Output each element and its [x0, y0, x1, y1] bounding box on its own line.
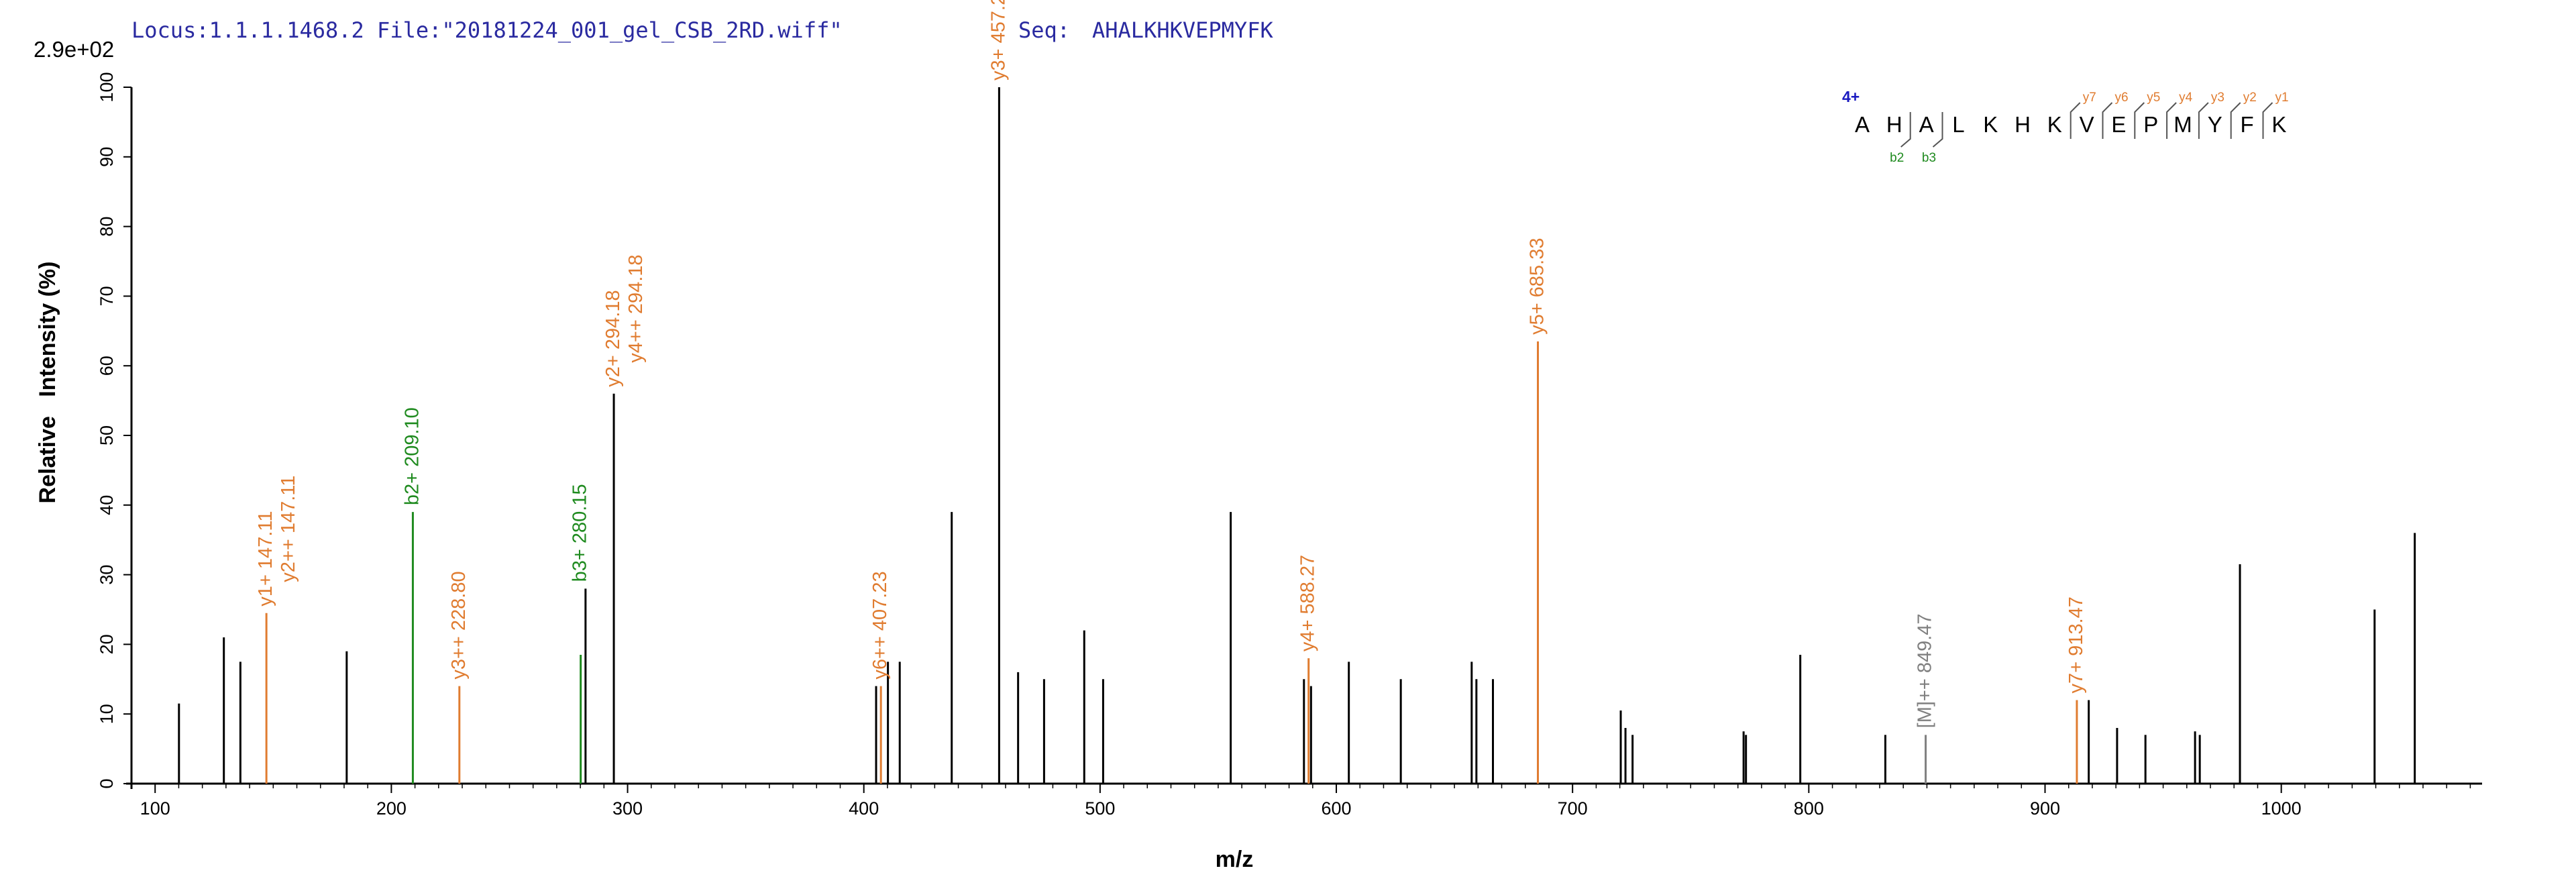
y-ion-marker: y6 [2115, 91, 2129, 105]
x-tick-label: 600 [1321, 798, 1351, 819]
peak-annotation: [M]++ 849.47 [1915, 613, 1936, 728]
y-tick-label: 0 [97, 778, 117, 788]
y-tick-label: 10 [97, 704, 117, 724]
y-tick-label: 90 [97, 147, 117, 167]
y-tick-label: 50 [97, 425, 117, 445]
sequence-residue: F [2241, 112, 2254, 137]
y-ion-marker: y2 [2243, 91, 2257, 105]
peak-series [178, 87, 2416, 784]
sequence-residue: M [2174, 112, 2192, 137]
sequence-residue: H [2015, 112, 2031, 137]
y-ion-bracket [2102, 102, 2113, 139]
peak-annotations: y1+ 147.11 y2++ 147.11 b2+ 209.10 y3++ 228.… [255, 0, 2087, 728]
peak-annotation: b2+ 209.10 [401, 407, 423, 505]
x-axis-title: m/z [1216, 847, 1254, 872]
y-ion-bracket [2134, 102, 2145, 139]
y-tick-label: 60 [97, 356, 117, 376]
b-ion-bracket [1900, 112, 1911, 148]
axes: 0 10 20 30 40 50 60 70 80 90 100 100 200 300 400 500 600… [97, 72, 2482, 819]
peak-annotation: y1+ 147.11 [255, 511, 276, 607]
y-ion-marker: y5 [2147, 91, 2160, 105]
x-tick-label: 200 [376, 798, 407, 819]
y-axis-title: Relative Intensity (%) [35, 262, 60, 504]
y-ion-bracket [2166, 102, 2177, 139]
sequence-residue: V [2080, 112, 2094, 137]
y-tick-label: 40 [97, 495, 117, 515]
x-tick-label: 500 [1085, 798, 1115, 819]
seq-label: Seq: [1018, 17, 1070, 43]
sequence-residue: A [1855, 112, 1870, 137]
y-ion-bracket [2198, 102, 2209, 139]
peak-annotation: b3+ 280.15 [570, 484, 591, 582]
x-tick-label: 400 [849, 798, 879, 819]
y-ion-marker: y4 [2179, 91, 2193, 105]
sequence-residue: K [1983, 112, 1998, 137]
sequence-residue: K [2271, 112, 2286, 137]
sequence-residue: Y [2208, 112, 2222, 137]
x-tick-label: 700 [1558, 798, 1588, 819]
sequence-residue: A [1919, 112, 1934, 137]
sequence-residue: P [2143, 112, 2158, 137]
y-ion-bracket [2230, 102, 2241, 139]
peak-annotation: y7+ 913.47 [2065, 596, 2087, 693]
peak-annotation: y6++ 407.23 [869, 571, 891, 679]
peak-annotation: y2+ 294.18 [602, 290, 624, 386]
b-ion-marker: b2 [1890, 151, 1904, 165]
peak-annotation: y5+ 685.33 [1527, 238, 1548, 335]
intensity-scale-label: 2.9e+02 [34, 37, 114, 62]
y-tick-label: 30 [97, 565, 117, 585]
y-ion-marker: y7 [2083, 91, 2096, 105]
y-tick-label: 70 [97, 286, 117, 306]
locus-file-header: Locus:1.1.1.1468.2 File:"20181224_001_ge… [131, 17, 843, 43]
b-ion-marker: b3 [1922, 151, 1936, 165]
peak-annotation: y4++ 294.18 [625, 254, 647, 362]
y-tick-label: 80 [97, 217, 117, 237]
sequence-residue: K [2047, 112, 2062, 137]
peak-annotation: y4+ 588.27 [1297, 555, 1319, 651]
sequence-residue: H [1886, 112, 1902, 137]
y-tick-label: 20 [97, 634, 117, 654]
charge-state: 4+ [1842, 88, 1860, 105]
x-tick-label: 300 [612, 798, 643, 819]
sequence-residue: E [2111, 112, 2126, 137]
sequence-residue: L [1952, 112, 1964, 137]
y-ion-marker: y3 [2211, 91, 2224, 105]
b-ion-bracket [1932, 112, 1943, 148]
peak-annotation: y3++ 228.80 [448, 571, 470, 679]
x-tick-label: 800 [1794, 798, 1824, 819]
x-tick-label: 1000 [2261, 798, 2302, 819]
peak-annotation: y3+ 457.27 [987, 0, 1009, 81]
x-tick-label: 100 [140, 798, 170, 819]
y-ion-bracket [2070, 102, 2081, 139]
peak-annotation: y2++ 147.11 [278, 476, 299, 582]
y-tick-label: 100 [97, 72, 117, 102]
y-ion-bracket [2262, 102, 2273, 139]
x-tick-label: 900 [2030, 798, 2060, 819]
y-ion-marker: y1 [2275, 91, 2289, 105]
seq-value: AHALKHKVEPMYFK [1092, 17, 1273, 43]
